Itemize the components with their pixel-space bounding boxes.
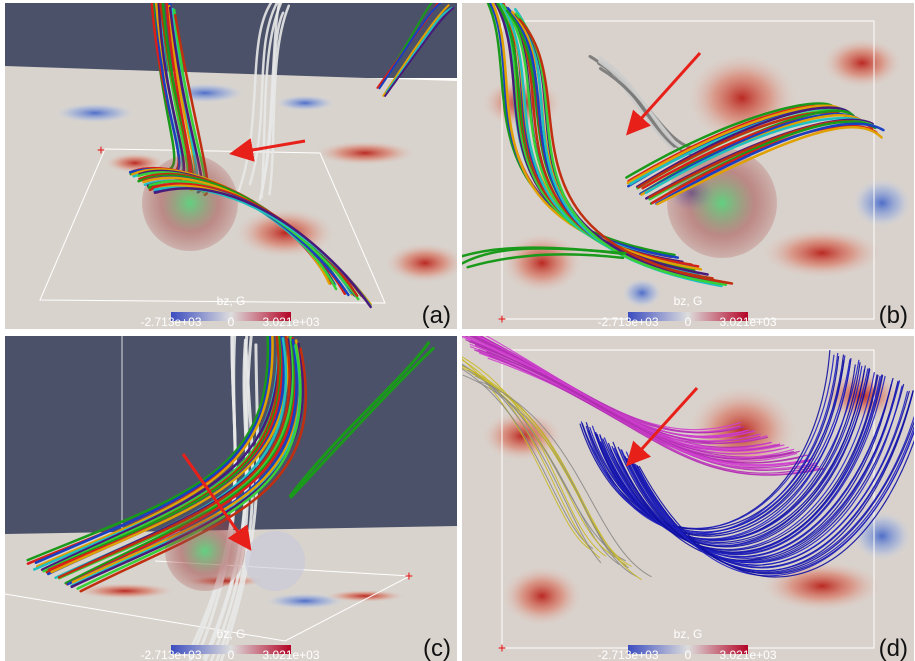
positive-flux bbox=[325, 590, 405, 602]
panel: + bz, G -2.713e+03 0 3.021e+03 (d) bbox=[434, 311, 915, 661]
marker: + bbox=[405, 568, 413, 584]
positive-flux bbox=[315, 141, 415, 165]
colorbar-title: bz, G bbox=[217, 294, 246, 308]
colorbar-tick-label: 0 bbox=[685, 648, 692, 661]
positive-flux bbox=[822, 38, 902, 88]
positive-flux bbox=[482, 411, 562, 461]
negative-flux bbox=[622, 278, 662, 308]
panel-label: (a) bbox=[422, 302, 451, 329]
colorbar-tick-label: 0 bbox=[685, 315, 692, 329]
positive-flux bbox=[762, 228, 882, 278]
panel-label: (d) bbox=[879, 635, 908, 661]
colorbar-title: bz, G bbox=[217, 627, 246, 641]
figure: + bz, G -2.713e+03 0 3.021e+03 (a) + bz, G -2.71… bbox=[0, 0, 915, 661]
colorbar-tick-label: 3.021e+03 bbox=[719, 315, 776, 329]
colorbar-tick-label: 3.021e+03 bbox=[262, 315, 319, 329]
panel: + bz, G -2.713e+03 0 3.021e+03 (a) bbox=[5, 0, 465, 329]
marker: + bbox=[97, 142, 105, 158]
panel-label: (c) bbox=[423, 635, 451, 661]
colorbar-tick-label: 0 bbox=[228, 648, 235, 661]
positive-flux bbox=[762, 561, 882, 611]
positive-flux bbox=[502, 566, 582, 626]
negative-flux bbox=[852, 178, 912, 228]
panel: + bz, G -2.713e+03 0 3.021e+03 (b) bbox=[453, 0, 914, 329]
positive-flux bbox=[385, 243, 465, 283]
negative-flux bbox=[55, 103, 135, 123]
colorbar-title: bz, G bbox=[674, 294, 703, 308]
colorbar-tick-label: 3.021e+03 bbox=[719, 648, 776, 661]
colorbar-tick-label: -2.713e+03 bbox=[597, 648, 658, 661]
sky bbox=[5, 3, 457, 78]
positive-flux bbox=[502, 233, 582, 293]
panel: + bz, G -2.713e+03 0 3.021e+03 (c) bbox=[5, 321, 457, 661]
panel-label: (b) bbox=[879, 302, 908, 329]
colorbar-tick-label: -2.713e+03 bbox=[140, 648, 201, 661]
colorbar-tick-label: 3.021e+03 bbox=[262, 648, 319, 661]
colorbar-title: bz, G bbox=[674, 627, 703, 641]
colorbar-tick-label: -2.713e+03 bbox=[140, 315, 201, 329]
negative-flux bbox=[275, 95, 335, 111]
colorbar-tick-label: -2.713e+03 bbox=[597, 315, 658, 329]
marker: + bbox=[498, 640, 506, 656]
colorbar-tick-label: 0 bbox=[228, 315, 235, 329]
marker: + bbox=[498, 311, 506, 327]
sphere-small bbox=[245, 531, 305, 591]
